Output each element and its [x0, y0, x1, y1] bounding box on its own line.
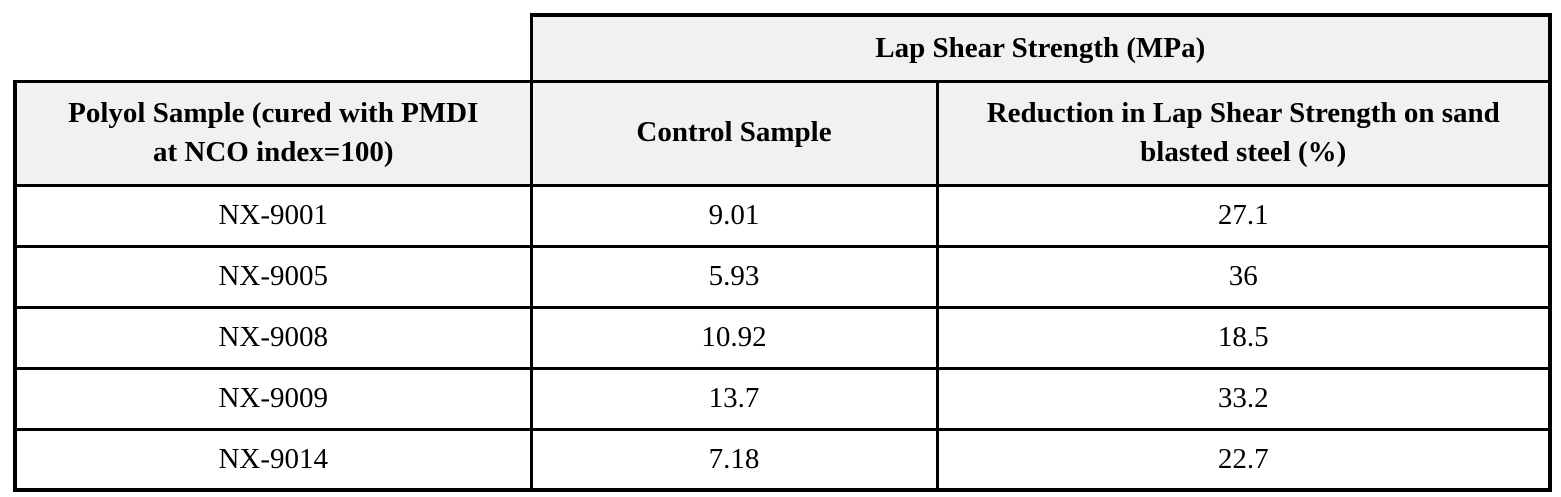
sample-cell: NX-9001 [13, 183, 533, 248]
table-row: NX-9009 13.7 33.2 [13, 366, 1552, 431]
column-header-reduction-label: Reduction in Lap Shear Strength on sand … [986, 96, 1500, 168]
control-cell: 10.92 [529, 305, 939, 370]
control-cell: 13.7 [529, 366, 939, 431]
lap-shear-strength-table: Lap Shear Strength (MPa) Polyol Sample (… [13, 13, 1552, 492]
control-cell: 9.01 [529, 183, 939, 248]
column-header-polyol-label: Polyol Sample (cured with PMDI at NCO in… [68, 96, 479, 168]
table-row: NX-9005 5.93 36 [13, 244, 1552, 309]
table-row: NX-9014 7.18 22.7 [13, 427, 1552, 492]
control-cell: 7.18 [529, 427, 939, 492]
column-header-control: Control Sample [529, 79, 939, 187]
reduction-cell: 22.7 [935, 427, 1552, 492]
table-row: NX-9008 10.92 18.5 [13, 305, 1552, 370]
span-header-row: Lap Shear Strength (MPa) [15, 13, 1552, 83]
reduction-cell: 36 [935, 244, 1552, 309]
reduction-cell: 33.2 [935, 366, 1552, 431]
table-row: NX-9001 9.01 27.1 [13, 183, 1552, 248]
column-header-polyol: Polyol Sample (cured with PMDI at NCO in… [13, 79, 533, 187]
span-header-cell: Lap Shear Strength (MPa) [529, 13, 1552, 83]
reduction-cell: 18.5 [935, 305, 1552, 370]
sample-cell: NX-9008 [13, 305, 533, 370]
sample-cell: NX-9014 [13, 427, 533, 492]
column-header-reduction: Reduction in Lap Shear Strength on sand … [935, 79, 1552, 187]
control-cell: 5.93 [529, 244, 939, 309]
sample-cell: NX-9009 [13, 366, 533, 431]
reduction-cell: 27.1 [935, 183, 1552, 248]
sample-cell: NX-9005 [13, 244, 533, 309]
column-header-row: Polyol Sample (cured with PMDI at NCO in… [13, 79, 1552, 187]
empty-corner-cell [15, 15, 531, 81]
